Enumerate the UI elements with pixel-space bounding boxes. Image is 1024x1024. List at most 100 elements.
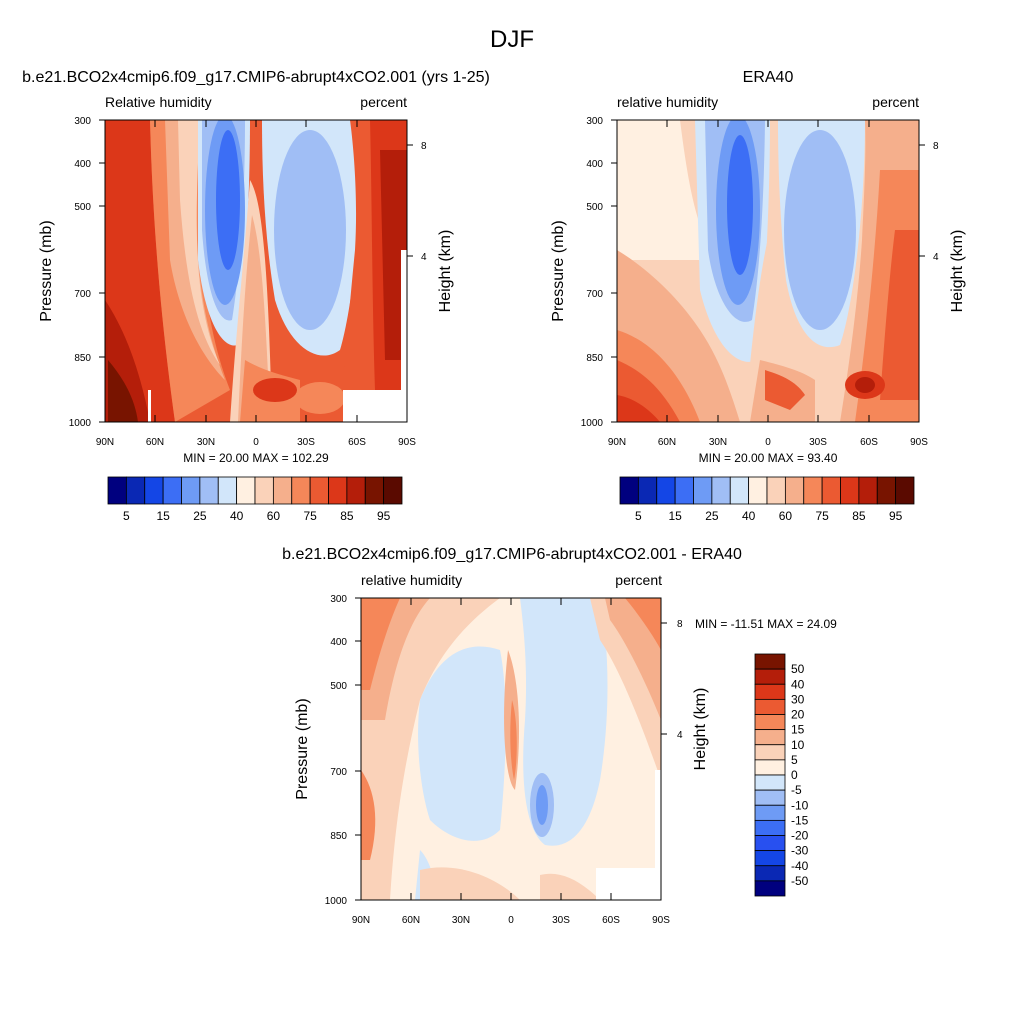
y-tick-label: 850	[330, 831, 347, 842]
colorbar-label: 50	[791, 662, 805, 676]
colorbar-box	[674, 476, 694, 505]
y-right-ticks: 8 4	[919, 141, 939, 263]
y-right-axis-label: Height (km)	[692, 688, 709, 771]
panel-title: b.e21.BCO2x4cmip6.f09_g17.CMIP6-abrupt4x…	[282, 546, 742, 563]
tick-90s: 90S	[652, 598, 670, 926]
y-tick-label: 700	[74, 289, 91, 300]
y-right-ticks: 8 4	[661, 619, 683, 741]
contour-field	[105, 120, 407, 422]
x-tick-label: 0	[765, 437, 771, 448]
x-tick-label: 60S	[860, 437, 878, 448]
x-ticks: 90N 60N 30N 0 30S 60S 90S	[608, 120, 928, 448]
colorbar-box	[876, 476, 897, 505]
x-tick-label: 30S	[297, 437, 315, 448]
y-tick-label: 1000	[581, 418, 604, 429]
variable-label: relative humidity	[617, 94, 718, 110]
variable-label: relative humidity	[361, 572, 462, 588]
colorbar-box	[803, 476, 823, 505]
colorbar-label: 40	[230, 509, 244, 523]
colorbar-label: -15	[791, 813, 809, 827]
colorbar: 5 15 25 40 60 75 85 95	[107, 476, 403, 523]
y-axis-label: Pressure (mb)	[38, 220, 55, 321]
y-tick-label: 300	[74, 116, 91, 127]
colorbar-box	[254, 476, 274, 505]
colorbar-box	[766, 476, 786, 505]
tick-60n: 60N	[146, 120, 164, 448]
y-tick-label: 500	[74, 202, 91, 213]
x-tick-label: 60S	[348, 437, 366, 448]
tick-eq: 0	[253, 120, 259, 448]
colorbar-box	[754, 714, 786, 731]
y-ticks: 300 400 500 700 850 1000	[581, 116, 617, 429]
y-axis-label: Pressure (mb)	[294, 698, 311, 799]
colorbar-box	[729, 476, 750, 505]
tick-90n: 90N	[352, 598, 370, 926]
colorbar-label: 25	[193, 509, 207, 523]
colorbar-box	[693, 476, 713, 505]
colorbar-label: 95	[377, 509, 391, 523]
colorbar-box	[272, 476, 293, 505]
colorbar-label: 15	[156, 509, 170, 523]
colorbar-box	[637, 476, 658, 505]
x-tick-label: 60N	[146, 437, 164, 448]
colorbar-label: 20	[791, 708, 805, 722]
colorbar-box	[754, 774, 786, 791]
x-tick-label: 60N	[658, 437, 676, 448]
panel-title: ERA40	[743, 69, 794, 86]
tick-60s: 60S	[602, 598, 620, 926]
contour-field	[361, 598, 661, 900]
colorbar-label: 40	[742, 509, 756, 523]
y-tick-label: 1000	[325, 896, 348, 907]
x-tick-label: 30S	[809, 437, 827, 448]
y-tick-label: 850	[586, 353, 603, 364]
colorbar-label: -10	[791, 798, 809, 812]
colorbar-box	[754, 865, 786, 882]
tick-30n: 30N	[197, 120, 215, 448]
y-right-axis-label: Height (km)	[437, 230, 454, 313]
colorbar-label: 75	[303, 509, 317, 523]
colorbar-box	[291, 476, 311, 505]
tick-60s: 60S	[860, 120, 878, 448]
x-tick-label: 90S	[910, 437, 928, 448]
colorbar-label: 30	[791, 692, 805, 706]
colorbar-box	[821, 476, 841, 505]
y-tick-label: 700	[586, 289, 603, 300]
colorbar-box	[619, 476, 639, 505]
colorbar-box	[199, 476, 219, 505]
colorbar: 5 15 25 40 60 75 85 95	[619, 476, 915, 523]
y-tick-label: 500	[330, 681, 347, 692]
colorbar-box	[754, 698, 786, 715]
y-ticks: 300 400 500 700 850 1000	[325, 594, 361, 907]
colorbar-label: -5	[791, 783, 802, 797]
colorbar-label: 5	[123, 509, 130, 523]
colorbar-label: 75	[815, 509, 829, 523]
colorbar-label: 10	[791, 738, 805, 752]
colorbar-label: 60	[267, 509, 281, 523]
x-tick-label: 90N	[96, 437, 114, 448]
panel-title: b.e21.BCO2x4cmip6.f09_g17.CMIP6-abrupt4x…	[22, 69, 490, 86]
y-tick-label: 300	[330, 594, 347, 605]
colorbar-label: 95	[889, 509, 903, 523]
y-tick-label: 850	[74, 353, 91, 364]
colorbar-box	[107, 476, 127, 505]
colorbar-box	[754, 744, 786, 761]
colorbar-box	[754, 850, 786, 867]
colorbar-label: 85	[852, 509, 866, 523]
y-right-axis-label: Height (km)	[949, 230, 966, 313]
colorbar-box	[840, 476, 860, 505]
colorbar-box	[754, 729, 786, 746]
colorbar-box	[711, 476, 731, 505]
x-tick-label: 0	[253, 437, 259, 448]
x-tick-label: 30N	[452, 915, 470, 926]
y-right-ticks: 8 4	[407, 141, 427, 263]
colorbar-box	[754, 880, 786, 897]
x-tick-label: 30N	[709, 437, 727, 448]
colorbar-label: 25	[705, 509, 719, 523]
y-right-tick-label: 4	[421, 252, 427, 263]
tick-90s: 90S	[910, 120, 928, 448]
panel-diff: b.e21.BCO2x4cmip6.f09_g17.CMIP6-abrupt4x…	[282, 546, 837, 926]
colorbar-label: -30	[791, 844, 809, 858]
x-tick-label: 60N	[402, 915, 420, 926]
